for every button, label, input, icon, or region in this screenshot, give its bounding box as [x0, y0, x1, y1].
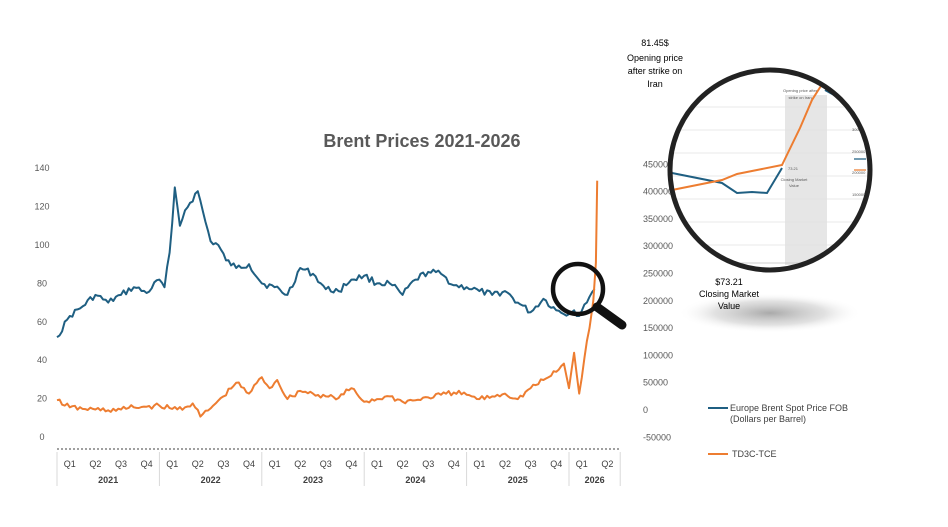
- inset-open-label-2: strike on Iran: [788, 95, 811, 100]
- annotation-closing-value: $73.21 Closing Market Value: [699, 277, 760, 311]
- quarter-tick: Q1: [576, 459, 588, 469]
- right-tick-450000: 450000: [643, 159, 673, 169]
- annotation-opening-line-4: Iran: [647, 79, 663, 89]
- quarter-tick: Q1: [64, 459, 76, 469]
- year-tick-2022: 2022: [201, 475, 221, 485]
- left-tick-120: 120: [34, 202, 49, 212]
- year-tick-2021: 2021: [98, 475, 118, 485]
- left-tick-140: 140: [34, 163, 49, 173]
- chart-title: Brent Prices 2021-2026: [323, 131, 520, 151]
- right-tick-200000: 200000: [643, 296, 673, 306]
- left-tick-40: 40: [37, 355, 47, 365]
- right-tick-400000: 400000: [643, 187, 673, 197]
- right-tick-350000: 350000: [643, 214, 673, 224]
- year-tick-2026: 2026: [585, 475, 605, 485]
- right-tick-150000: 150000: [643, 323, 673, 333]
- right-tick-0: 0: [643, 405, 648, 415]
- quarter-tick: Q1: [473, 459, 485, 469]
- inset-close-value: 73.21: [788, 166, 799, 171]
- right-y-axis: -50000 0 50000 100000 150000 200000 250000 3000…: [643, 159, 673, 442]
- quarter-tick: Q3: [525, 459, 537, 469]
- right-tick-50000: 50000: [643, 378, 668, 388]
- left-tick-60: 60: [37, 317, 47, 327]
- quarter-tick: Q2: [601, 459, 613, 469]
- inset-shadow: [678, 293, 862, 333]
- right-tick-250000: 250000: [643, 269, 673, 279]
- annotation-opening-line-2: Opening price: [627, 53, 683, 63]
- inset-tick-400000: 400000: [852, 86, 866, 91]
- inset-close-label-1: Closing Market: [781, 177, 809, 182]
- quarter-tick: Q4: [141, 459, 153, 469]
- magnifier-icon: [550, 261, 627, 330]
- annotation-opening-line-3: after strike on: [628, 66, 683, 76]
- quarter-tick: Q3: [320, 459, 332, 469]
- quarter-tick: Q4: [243, 459, 255, 469]
- left-y-axis: 0 20 40 60 80 100 120 140: [34, 163, 49, 442]
- annotation-closing-line-1: $73.21: [715, 277, 743, 287]
- series-layer: [56, 180, 599, 418]
- legend-brent-label: Europe Brent Spot Price FOB (Dollars per…: [730, 403, 851, 424]
- inset-tick-200000: 200000: [852, 170, 866, 175]
- right-tick-300000: 300000: [643, 241, 673, 251]
- right-tick--50000: -50000: [643, 432, 671, 442]
- quarter-tick: Q4: [550, 459, 562, 469]
- right-tick-100000: 100000: [643, 350, 673, 360]
- inset-close-label-2: Value: [789, 183, 800, 188]
- quarter-tick: Q3: [217, 459, 229, 469]
- quarter-tick: Q2: [294, 459, 306, 469]
- legend-td3c-label: TD3C-TCE: [732, 449, 777, 459]
- quarter-tick: Q1: [269, 459, 281, 469]
- year-tick-2024: 2024: [405, 475, 425, 485]
- legend: Europe Brent Spot Price FOB (Dollars per…: [708, 403, 851, 459]
- left-tick-20: 20: [37, 394, 47, 404]
- inset-tick-50000: 50000: [852, 235, 864, 240]
- quarter-tick: Q3: [422, 459, 434, 469]
- quarter-tick: Q3: [115, 459, 127, 469]
- x-axis: Q1 Q2 Q3 Q4 Q1 Q2 Q3 Q4 Q1 Q2 Q3 Q4 Q1 Q2 Q3 Q4 Q1 Q2 Q3 Q4…: [56, 448, 621, 486]
- quarter-tick: Q2: [192, 459, 204, 469]
- quarter-tick: Q2: [397, 459, 409, 469]
- quarter-tick: Q2: [89, 459, 101, 469]
- quarter-tick: Q4: [345, 459, 357, 469]
- annotation-opening-price: 81.45$ Opening price after strike on Ira…: [627, 38, 683, 89]
- td3c-tce-line: [56, 180, 599, 418]
- year-tick-2025: 2025: [508, 475, 528, 485]
- annotation-closing-line-3: Value: [718, 301, 740, 311]
- quarter-tick: Q4: [448, 459, 460, 469]
- inset-tick-350000: 350000: [852, 106, 866, 111]
- quarter-tick: Q1: [166, 459, 178, 469]
- quarter-tick: Q1: [371, 459, 383, 469]
- annotation-closing-line-2: Closing Market: [699, 289, 760, 299]
- brent-price-line: [56, 186, 596, 339]
- inset-td3c-line: [671, 77, 827, 191]
- annotation-opening-line-1: 81.45$: [641, 38, 669, 48]
- left-tick-80: 80: [37, 278, 47, 288]
- left-tick-100: 100: [34, 240, 49, 250]
- inset-zoom: 81.45 Opening price after strike on Iran…: [667, 67, 873, 273]
- inset-tick-150000: 150000: [852, 192, 866, 197]
- inset-tick-250000: 250000: [852, 149, 866, 154]
- left-tick-0: 0: [39, 432, 44, 442]
- quarter-tick: Q2: [499, 459, 511, 469]
- inset-open-label-1: Opening price after: [783, 88, 818, 93]
- year-tick-2023: 2023: [303, 475, 323, 485]
